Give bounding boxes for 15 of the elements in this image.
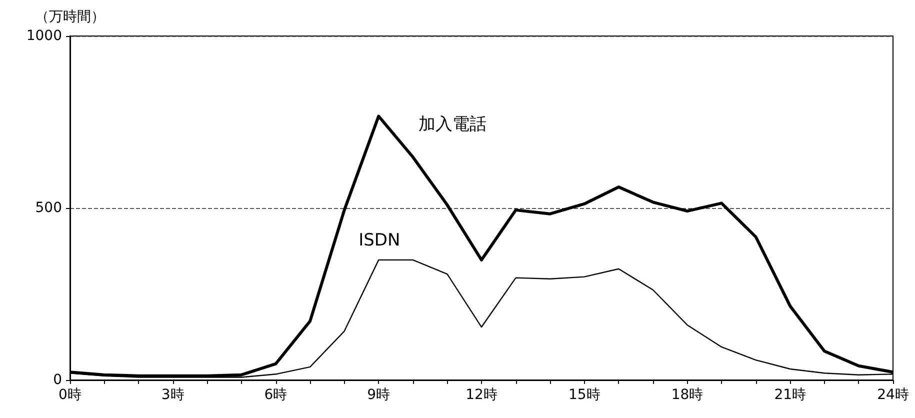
x-tick-label: 0時 [58,387,82,403]
x-tick-label: 12時 [466,387,498,403]
series-label: 加入電話 [418,114,487,135]
x-tick-label: 21時 [774,387,806,403]
x-tick-label: 15時 [568,387,600,403]
y-tick-label: 0 [53,372,62,388]
x-tick-label: 24時 [877,387,909,403]
y-tick-label: 500 [35,200,62,216]
y-tick-label: 1000 [26,28,62,44]
series-label: ISDN [358,230,400,250]
x-tick-label: 3時 [161,387,184,403]
y-axis-title: （万時間） [35,9,105,25]
x-tick-label: 9時 [367,387,390,403]
x-tick-label: 18時 [671,387,704,403]
x-tick-label: 6時 [264,387,288,403]
